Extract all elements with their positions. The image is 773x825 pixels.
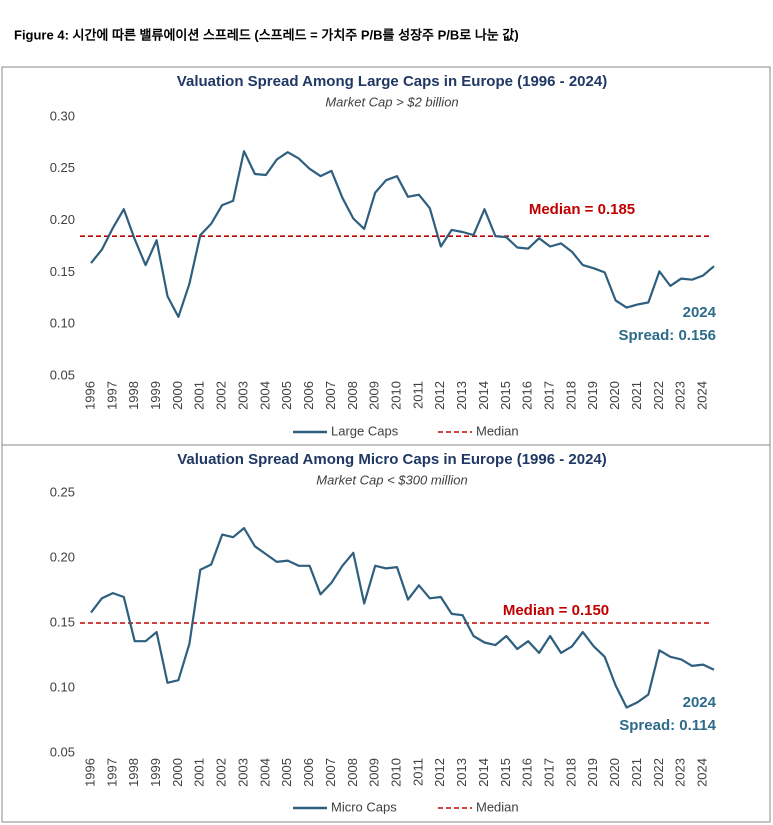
chart-frame (1, 444, 771, 823)
x-tick-label: 2009 (367, 758, 382, 787)
y-tick-label: 0.25 (50, 484, 75, 499)
x-tick-label: 1999 (148, 381, 163, 410)
x-tick-label: 2011 (410, 381, 425, 409)
x-tick-label: 2005 (279, 381, 294, 410)
x-tick-label: 2013 (454, 381, 469, 410)
x-tick-label: 2004 (257, 381, 272, 410)
annotation: 2024 (683, 694, 717, 711)
x-tick-label: 1998 (126, 381, 141, 410)
x-tick-label: 2019 (585, 381, 600, 410)
legend-label: Median (476, 423, 519, 438)
x-tick-label: 2006 (301, 381, 316, 410)
y-tick-label: 0.30 (50, 108, 75, 123)
chart-subtitle: Market Cap > $2 billion (325, 94, 458, 109)
x-tick-label: 1996 (82, 381, 97, 410)
x-tick-label: 2012 (432, 381, 447, 410)
median-label: Median = 0.150 (503, 602, 609, 619)
annotation: Spread: 0.156 (618, 327, 716, 344)
x-tick-label: 2014 (476, 758, 491, 787)
legend-label: Large Caps (331, 423, 399, 438)
x-tick-label: 2002 (214, 381, 229, 410)
x-tick-label: 2008 (345, 381, 360, 410)
x-tick-label: 2015 (498, 758, 513, 787)
x-tick-label: 2018 (563, 758, 578, 787)
x-tick-label: 2003 (235, 381, 250, 410)
x-tick-label: 2023 (673, 758, 688, 787)
x-tick-label: 2010 (388, 381, 403, 410)
x-tick-label: 2004 (257, 758, 272, 787)
median-label: Median = 0.185 (529, 201, 635, 218)
y-tick-label: 0.05 (50, 367, 75, 382)
x-tick-label: 2010 (388, 758, 403, 787)
y-tick-label: 0.10 (50, 316, 75, 331)
x-tick-label: 2022 (651, 381, 666, 410)
x-tick-label: 2020 (607, 381, 622, 410)
x-tick-label: 2005 (279, 758, 294, 787)
x-tick-label: 2017 (541, 381, 556, 410)
x-tick-label: 2019 (585, 758, 600, 787)
x-tick-label: 2000 (170, 758, 185, 787)
x-tick-label: 2001 (192, 381, 207, 410)
x-tick-label: 2021 (629, 758, 644, 787)
x-tick-label: 1996 (82, 758, 97, 787)
x-tick-label: 2016 (520, 758, 535, 787)
x-tick-label: 2014 (476, 381, 491, 410)
legend-label: Micro Caps (331, 799, 397, 814)
chart-subtitle: Market Cap < $300 million (316, 472, 467, 487)
line-series (90, 527, 715, 709)
x-tick-label: 2023 (673, 381, 688, 410)
legend-label: Median (476, 799, 519, 814)
x-tick-label: 2024 (695, 758, 710, 787)
chart-title: Valuation Spread Among Large Caps in Eur… (177, 73, 607, 90)
y-tick-label: 0.25 (50, 160, 75, 175)
x-tick-label: 2016 (520, 381, 535, 410)
x-tick-label: 2006 (301, 758, 316, 787)
x-tick-label: 2015 (498, 381, 513, 410)
x-tick-label: 2020 (607, 758, 622, 787)
x-tick-label: 2013 (454, 758, 469, 787)
x-tick-label: 2017 (541, 758, 556, 787)
x-tick-label: 2009 (367, 381, 382, 410)
x-tick-label: 2008 (345, 758, 360, 787)
x-tick-label: 2024 (695, 381, 710, 410)
x-tick-label: 1997 (104, 758, 119, 787)
chart-title: Valuation Spread Among Micro Caps in Eur… (177, 451, 607, 468)
x-tick-label: 2012 (432, 758, 447, 787)
line-series (90, 150, 715, 318)
y-tick-label: 0.15 (50, 614, 75, 629)
y-tick-label: 0.20 (50, 549, 75, 564)
annotation: Spread: 0.114 (619, 717, 716, 734)
x-tick-label: 2007 (323, 758, 338, 787)
y-tick-label: 0.15 (50, 264, 75, 279)
annotation: 2024 (683, 304, 717, 321)
y-tick-label: 0.20 (50, 212, 75, 227)
x-tick-label: 2002 (214, 758, 229, 787)
x-tick-label: 2003 (235, 758, 250, 787)
y-tick-label: 0.05 (50, 744, 75, 759)
x-tick-label: 2001 (192, 758, 207, 787)
x-tick-label: 2011 (410, 758, 425, 786)
x-tick-label: 2000 (170, 381, 185, 410)
y-tick-label: 0.10 (50, 679, 75, 694)
x-tick-label: 2022 (651, 758, 666, 787)
x-tick-label: 2007 (323, 381, 338, 410)
x-tick-label: 1998 (126, 758, 141, 787)
x-tick-label: 1997 (104, 381, 119, 410)
x-tick-label: 1999 (148, 758, 163, 787)
x-tick-label: 2021 (629, 381, 644, 410)
x-tick-label: 2018 (563, 381, 578, 410)
figure-caption: Figure 4: 시간에 따른 밸류에이션 스프레드 (스프레드 = 가치주 … (14, 27, 519, 42)
